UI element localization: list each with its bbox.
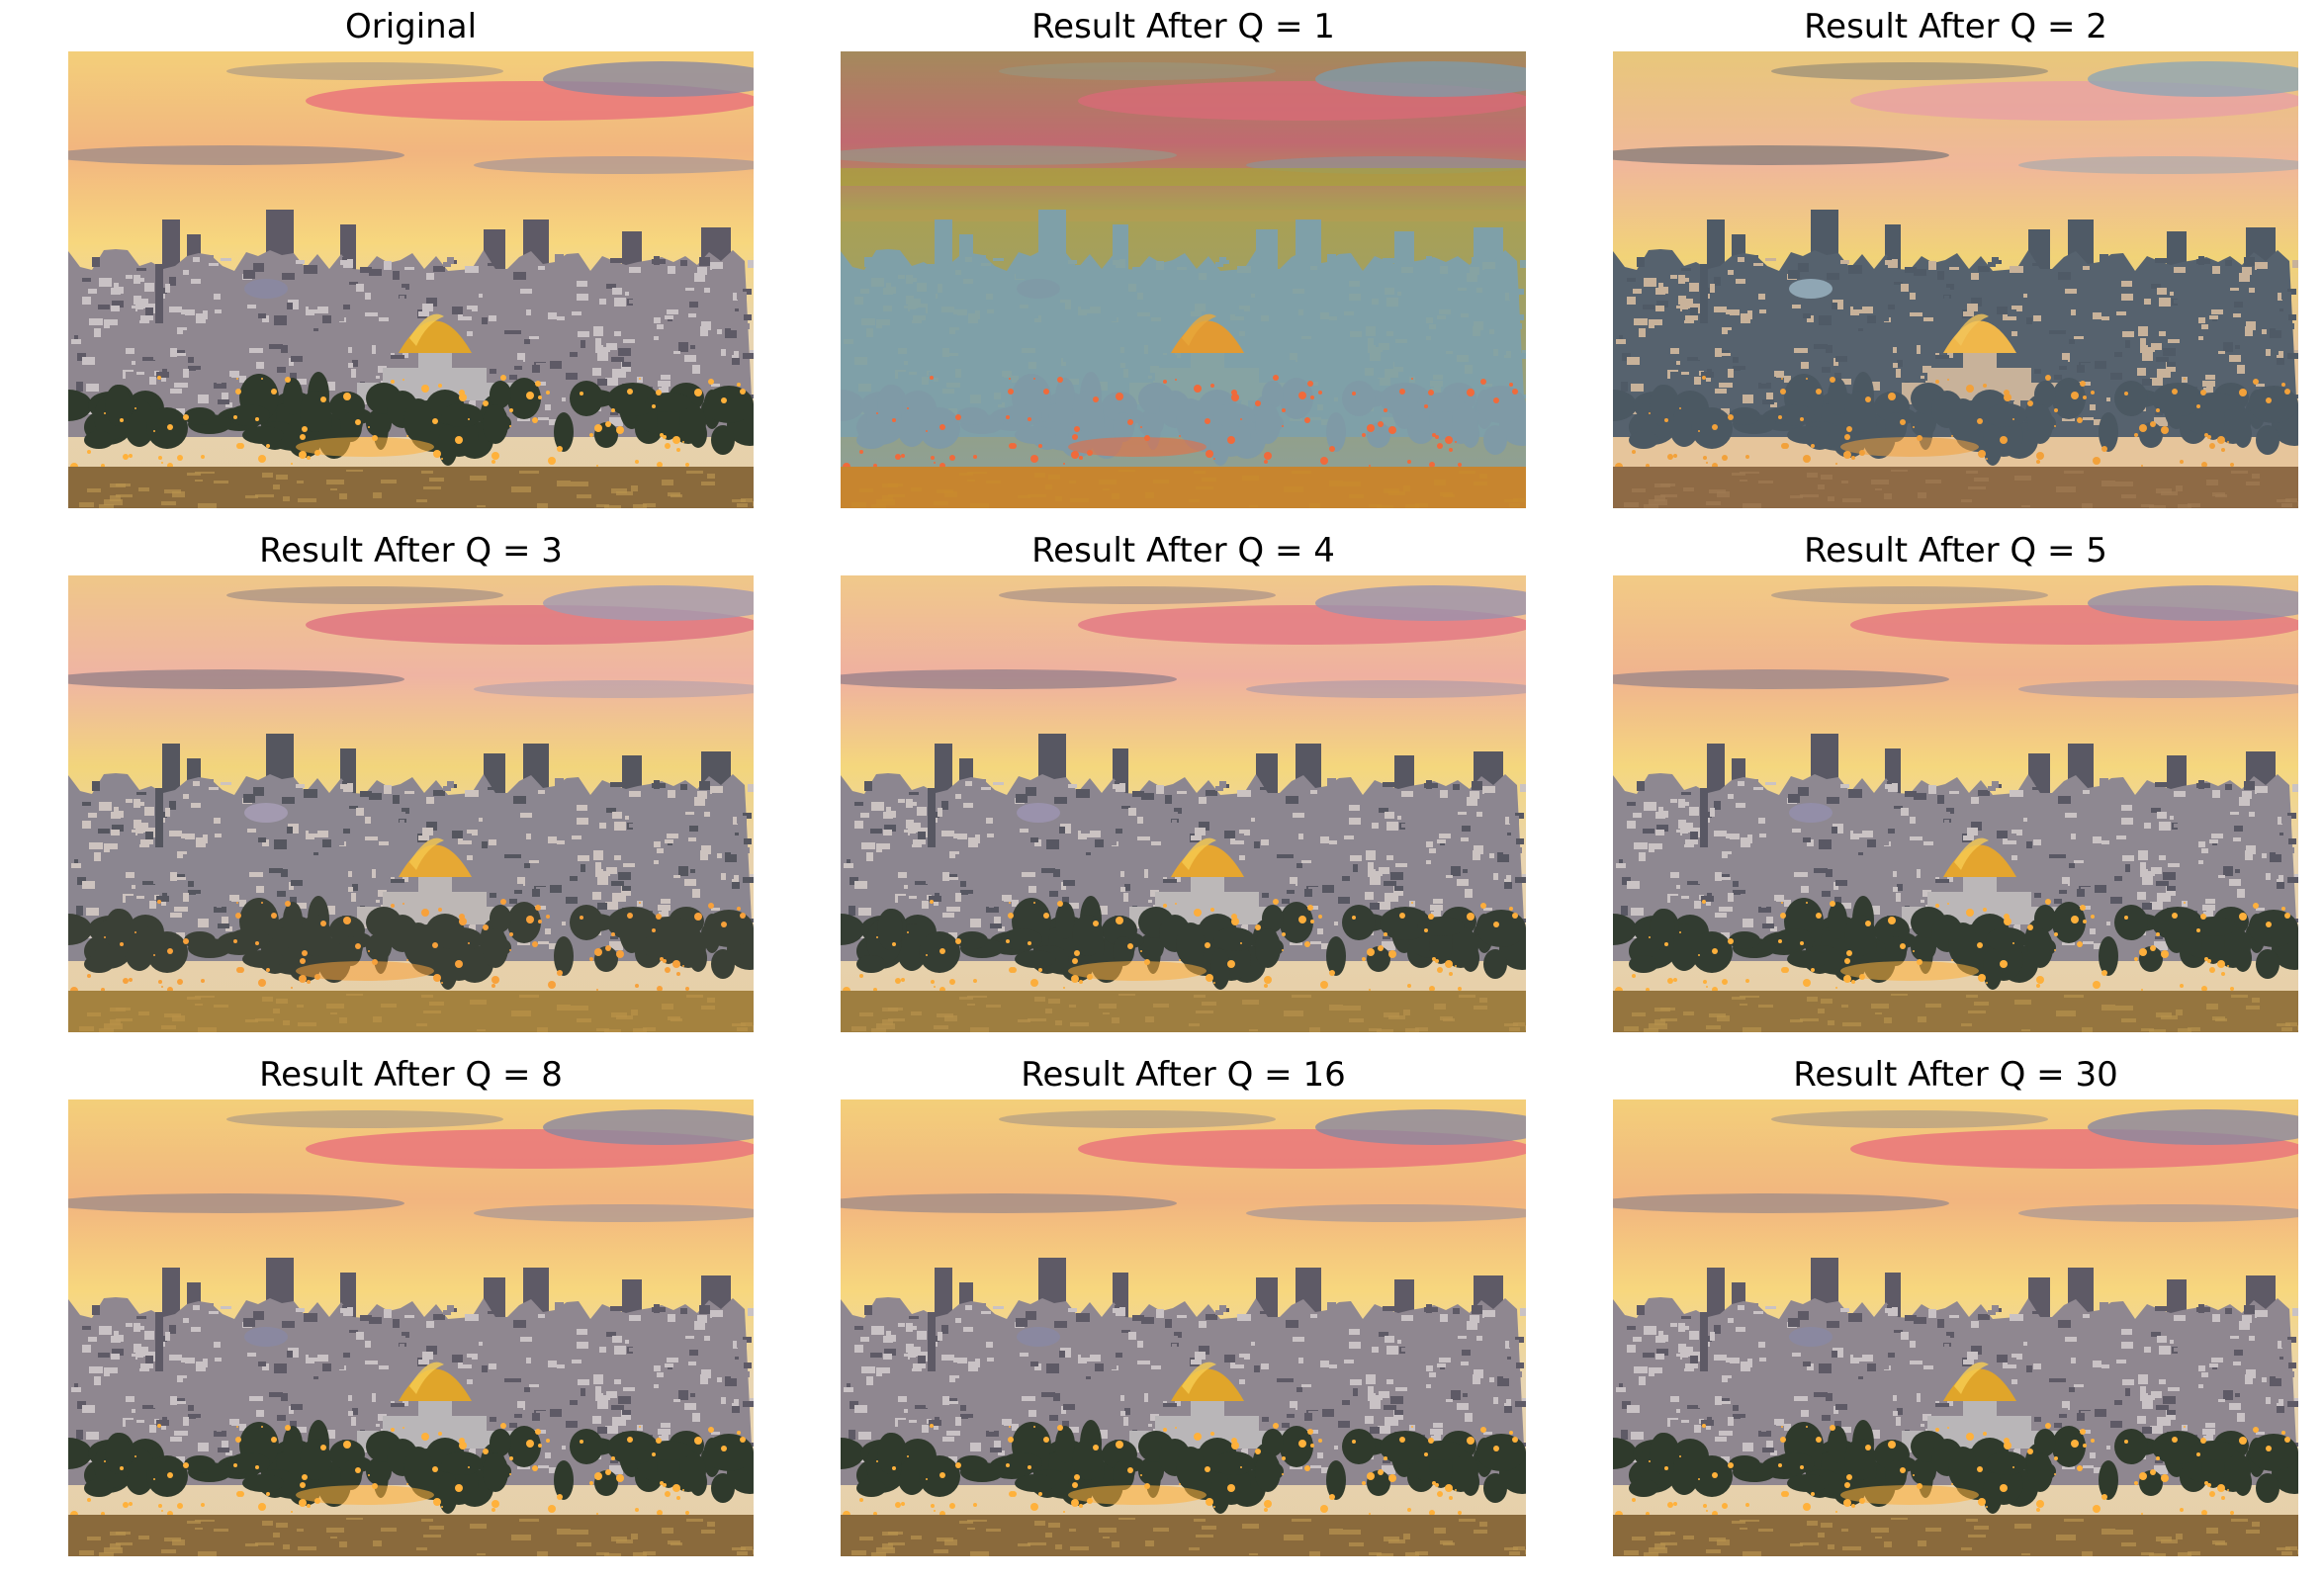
panel-title: Result After Q = 2 — [1804, 7, 2107, 46]
photo-jerusalem-q4 — [841, 575, 1526, 1032]
panel-title: Result After Q = 16 — [1021, 1055, 1346, 1095]
photo-jerusalem-q16 — [841, 1099, 1526, 1556]
photo-jerusalem-q2 — [1613, 51, 2298, 508]
panel-title: Result After Q = 3 — [259, 531, 563, 571]
panel-title: Result After Q = 8 — [259, 1055, 563, 1095]
panel-title: Result After Q = 5 — [1804, 531, 2107, 571]
photo-jerusalem-original — [68, 51, 754, 508]
panel-title: Result After Q = 1 — [1031, 7, 1335, 46]
photo-jerusalem-q1 — [841, 51, 1526, 508]
panel-title: Result After Q = 30 — [1793, 1055, 2118, 1095]
photo-jerusalem-q3 — [68, 575, 754, 1032]
panel-title: Original — [344, 7, 478, 46]
photo-jerusalem-q30 — [1613, 1099, 2298, 1556]
panel-title: Result After Q = 4 — [1031, 531, 1335, 571]
photo-jerusalem-q8 — [68, 1099, 754, 1556]
photo-jerusalem-q5 — [1613, 575, 2298, 1032]
